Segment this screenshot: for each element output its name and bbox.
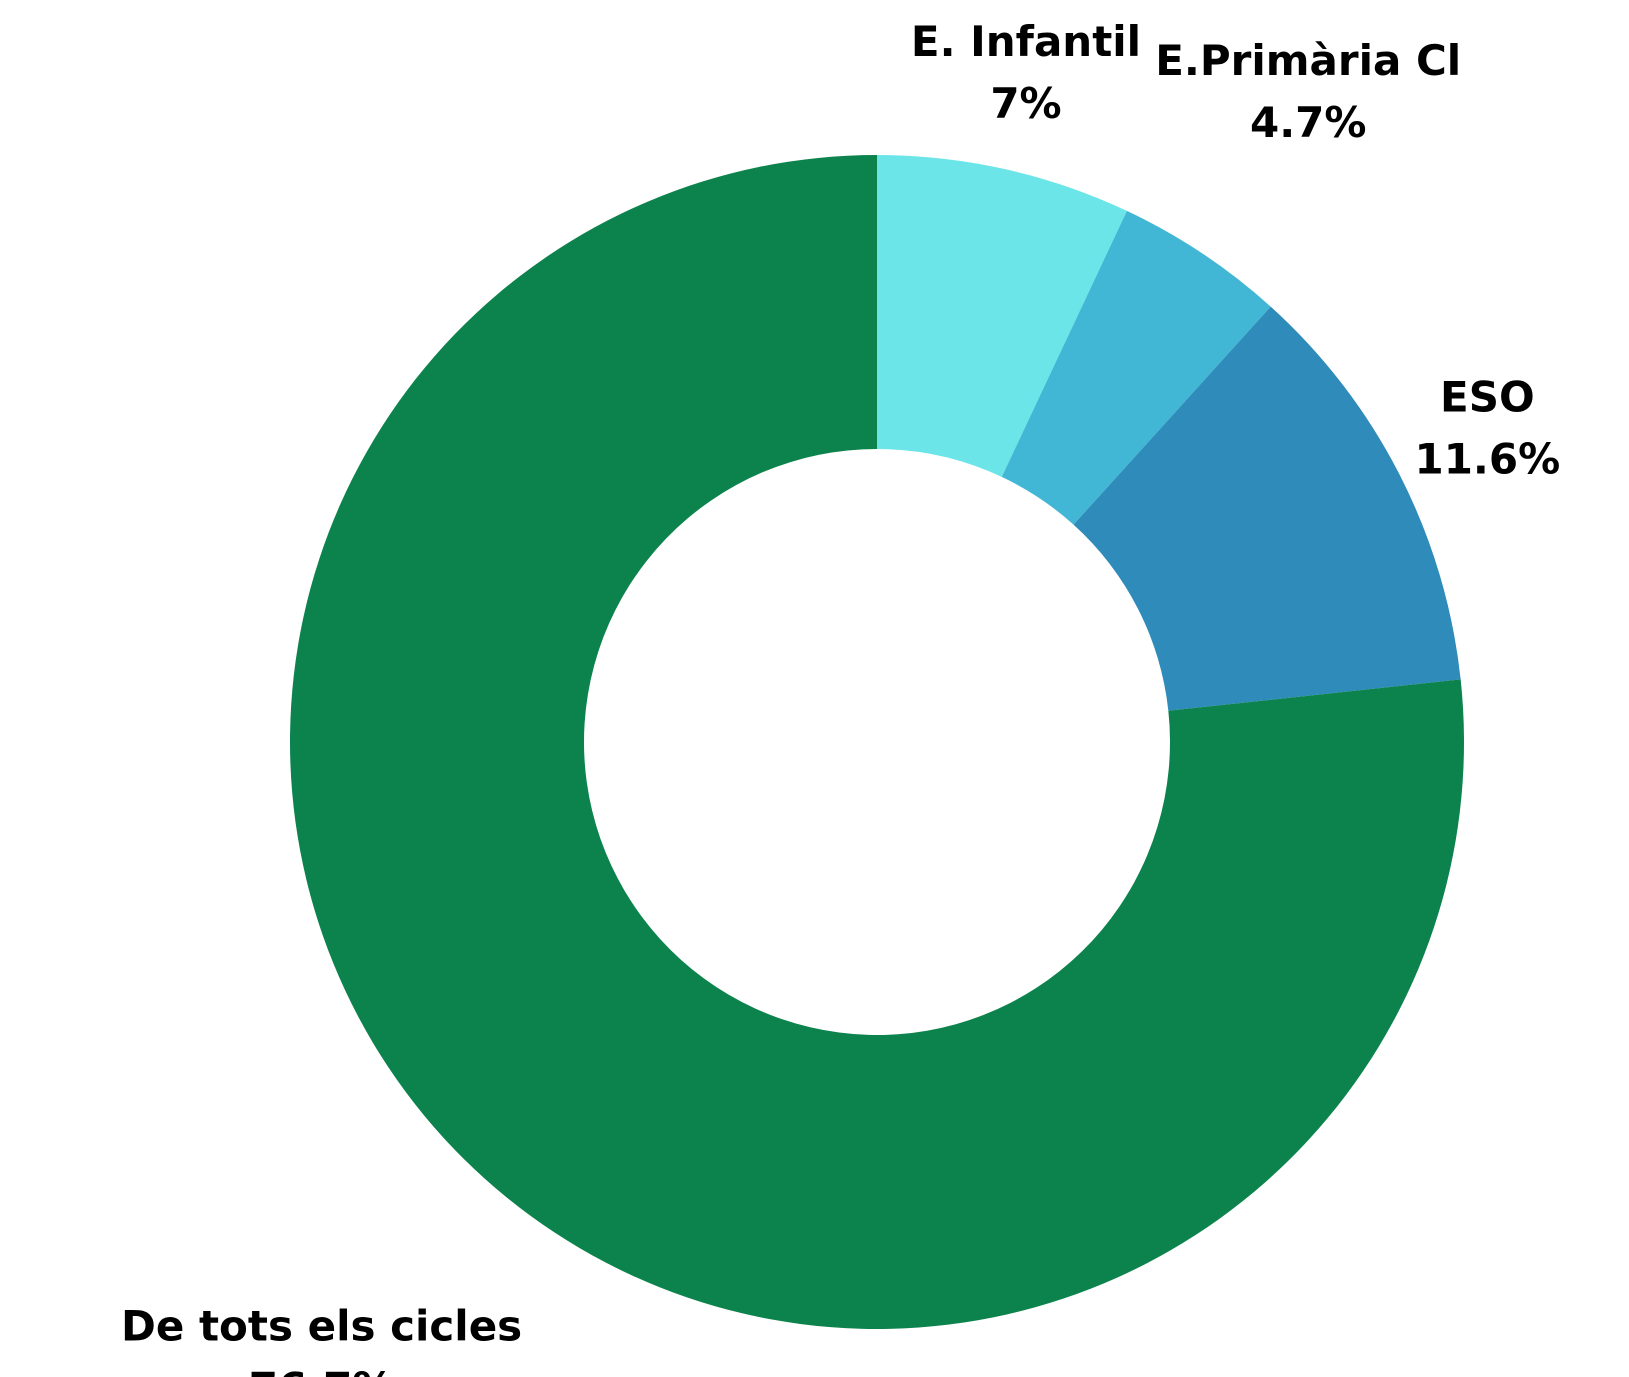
slice-label: De tots els cicles	[121, 1302, 522, 1351]
slice-value-label: 4.7%	[1250, 98, 1366, 147]
slice-value-label: 76.7%	[249, 1364, 395, 1377]
donut-slice	[289, 155, 1464, 1329]
slice-value-label: 7%	[990, 79, 1061, 128]
donut-slice	[1001, 210, 1271, 525]
slice-label: E. Infantil	[911, 17, 1141, 66]
slice-label: E.Primària Cl	[1155, 36, 1461, 85]
donut-slice	[1073, 306, 1461, 711]
slice-value-label: 11.6%	[1414, 435, 1560, 484]
slice-label: ESO	[1440, 373, 1535, 422]
donut-slice	[877, 155, 1127, 477]
